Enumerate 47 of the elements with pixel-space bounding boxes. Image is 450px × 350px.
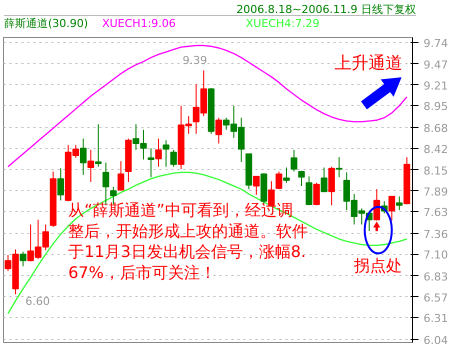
line-series [7,44,408,168]
candlestick [283,167,290,184]
candlestick [118,160,124,192]
candlestick [290,149,298,172]
y-tick-label: 9.21 [424,79,448,92]
candlestick [170,149,177,168]
candlestick [80,138,87,176]
y-tick-label: 7.36 [424,228,448,241]
chart-title: 2006.8.18~2006.11.9 日线下复权 [4,2,416,16]
candlestick [306,176,312,206]
candlestick [328,166,335,206]
y-tick-label: 7.10 [424,248,448,262]
y-tick-label: 8.15 [424,164,448,178]
candlestick [396,196,403,211]
y-tick-label: 9.47 [424,58,448,72]
y-tick-label: 6.04 [424,334,448,347]
annotation: 上升通道 [334,54,403,74]
y-tick-label: 6.83 [424,270,448,284]
y-tick-label: 8.42 [424,142,448,156]
y-tick-label: 6.57 [424,291,448,304]
legend-title: 薛斯通道(30.90) [4,17,88,30]
candlestick [155,138,162,168]
series-label: XUECH1:9.06 [102,17,176,30]
candlestick [20,251,26,267]
y-tick-label: 9.74 [424,36,448,50]
y-tick-label: 8.68 [424,122,448,135]
candlestick [276,171,282,190]
y-tick-label: 7.63 [424,206,448,220]
candlestick [87,149,94,182]
candlestick [320,167,328,192]
candlestick [94,124,102,168]
candlestick [148,148,154,178]
annotation: 9.39 [182,54,208,68]
candlestick [162,140,170,168]
annotation: 拐点处 [353,256,402,275]
text: XUECH4:7.29 [246,17,320,30]
candlestick [298,170,305,186]
y-tick-label: 7.89 [424,185,448,198]
candlestick [313,182,320,206]
candlestick [253,176,260,196]
annotation: 6.60 [25,294,50,308]
candlestick [57,168,64,201]
y-tick-label: 8.95 [424,100,448,114]
candlestick [215,117,222,144]
y-tick-label: 6.31 [424,312,448,326]
candlestick [388,196,396,221]
line-series [7,172,408,314]
